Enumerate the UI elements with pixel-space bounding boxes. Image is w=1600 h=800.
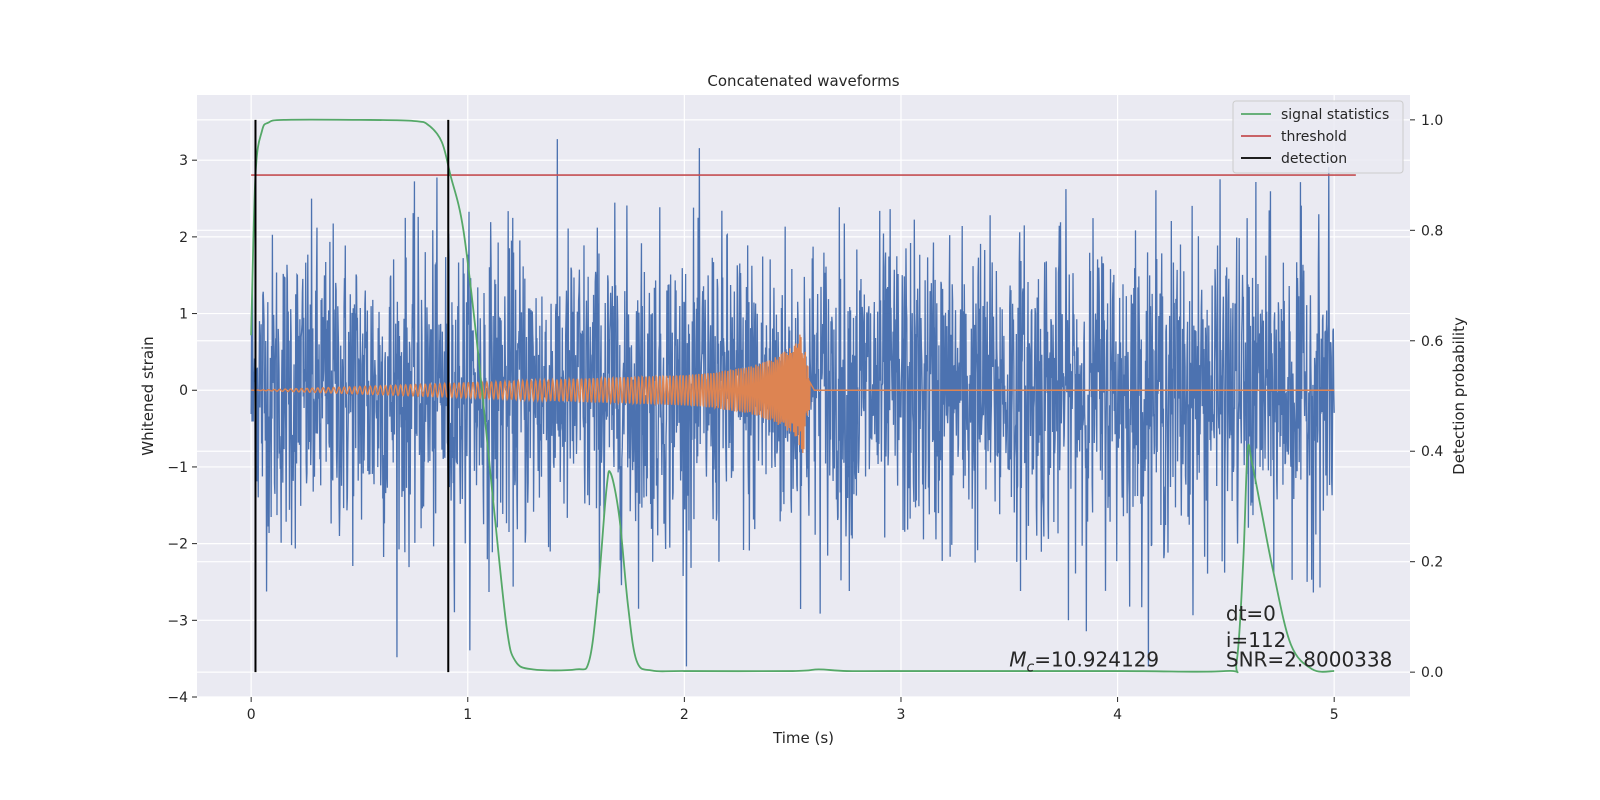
series-layer: [250, 118, 1356, 674]
annotation-chirp-mass-value: =10.924129: [1034, 647, 1159, 671]
legend-label: threshold: [1281, 129, 1347, 145]
annotation-dt: dt=0: [1226, 601, 1276, 625]
legend-label: detection: [1281, 151, 1347, 167]
y2-tick-label: 0.6: [1421, 334, 1443, 350]
y-tick-label: −4: [167, 690, 188, 706]
x-tick-label: 0: [247, 707, 256, 723]
x-tick-label: 1: [463, 707, 472, 723]
legend: signal statistics threshold detection: [1232, 100, 1404, 174]
x-tick-label: 2: [680, 707, 689, 723]
annotation-chirp-mass: Mc=10.924129: [1009, 647, 1159, 675]
y-tick-label: 2: [179, 230, 188, 246]
y2-tick-label: 1.0: [1421, 113, 1443, 129]
axes-layer: 0 1 2 3 4 5 −4 −3 −2 −1 0 1 2 3 0.0 0.2 0.4 0.6 0.8 1.0: [167, 113, 1443, 723]
annotations: dt=0 i=112 SNR=2.8000338 Mc=10.924129: [1009, 601, 1392, 675]
x-tick-label: 5: [1330, 707, 1339, 723]
y2-tick-label: 0.0: [1421, 665, 1443, 681]
y2-tick-label: 0.4: [1421, 444, 1443, 460]
annotation-chirp-mass-subscript: c: [1027, 659, 1035, 675]
chart-title: Concatenated waveforms: [707, 72, 899, 90]
y-tick-label: 3: [179, 153, 188, 169]
y2-tick-label: 0.2: [1421, 555, 1443, 571]
signal-statistics-line: [250, 118, 1335, 674]
y-tick-label: −2: [167, 537, 188, 553]
y-tick-label: −1: [167, 460, 188, 476]
legend-box: [1232, 100, 1404, 174]
y-tick-label: 1: [179, 307, 188, 323]
x-tick-label: 4: [1113, 707, 1122, 723]
legend-label: signal statistics: [1281, 107, 1389, 123]
annotation-index: i=112: [1226, 628, 1287, 652]
x-tick-label: 3: [897, 707, 906, 723]
annotation-chirp-mass-symbol: M: [1009, 647, 1026, 671]
y-axis-title: Whitened strain: [139, 336, 157, 455]
y2-axis-title: Detection probability: [1450, 317, 1468, 475]
injected-waveform-line: [251, 334, 1335, 454]
y2-tick-label: 0.8: [1421, 223, 1443, 239]
annotation-snr: SNR=2.8000338: [1226, 647, 1392, 671]
x-axis-title: Time (s): [772, 729, 834, 747]
y-tick-label: 0: [179, 383, 188, 399]
y-tick-label: −3: [167, 613, 188, 629]
